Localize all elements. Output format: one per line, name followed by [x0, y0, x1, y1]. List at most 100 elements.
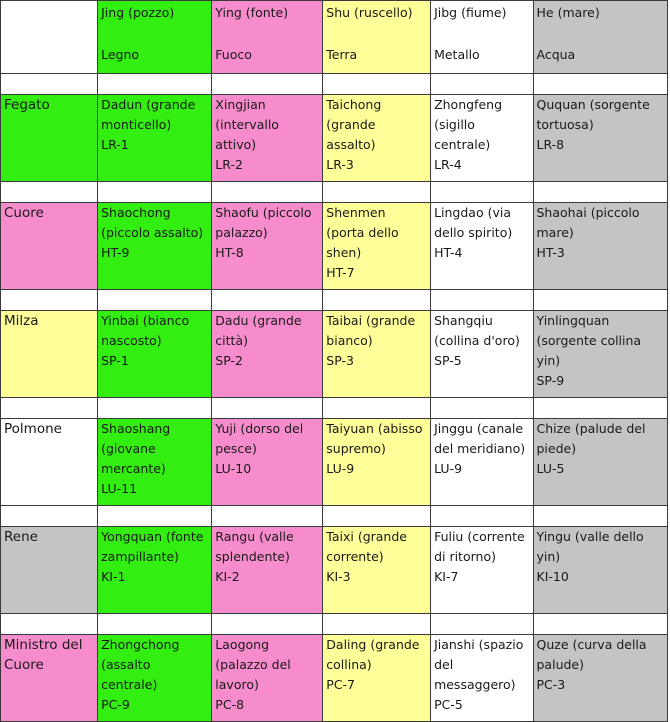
- point-code: SP-2: [215, 353, 243, 368]
- table-row-milza: Milza Yinbai (bianco nascosto) SP-1 Dadu …: [0, 310, 668, 398]
- point-cell: Shaoshang (giovane mercante) LU-11: [97, 418, 213, 506]
- point-code: LU-5: [536, 461, 565, 476]
- header-point-name: Jibg (fiume): [434, 5, 507, 20]
- point-cell: Ququan (sorgente tortuosa) LR-8: [532, 94, 668, 182]
- point-code: PC-9: [101, 697, 130, 712]
- header-cell-acqua: He (mare) Acqua: [532, 0, 668, 74]
- point-code: SP-5: [434, 353, 462, 368]
- point-cell: Dadun (grande monticello) LR-1: [97, 94, 213, 182]
- corner-cell: [0, 0, 99, 74]
- point-code: HT-3: [536, 245, 565, 260]
- point-code: SP-9: [536, 373, 565, 388]
- table-row-polmone: Polmone Shaoshang (giovane mercante) LU-1…: [0, 418, 668, 506]
- point-code: HT-7: [326, 265, 355, 280]
- point-code: KI-1: [101, 569, 126, 584]
- header-point-name: He (mare): [536, 5, 600, 20]
- point-cell: Rangu (valle splendente) KI-2: [211, 526, 324, 614]
- point-cell: Daling (grande collina) PC-7: [322, 634, 432, 722]
- point-name: Taichong (grande assalto): [326, 97, 382, 152]
- table-row-rene: Rene Yongquan (fonte zampillante) KI-1 Ra…: [0, 526, 668, 614]
- point-code: HT-4: [434, 245, 463, 260]
- point-code: HT-9: [101, 245, 130, 260]
- point-cell: Yuji (dorso del pesce) LU-10: [211, 418, 324, 506]
- point-cell: Taixi (grande corrente) KI-3: [322, 526, 432, 614]
- point-code: PC-7: [326, 677, 356, 692]
- point-cell: Yinlingquan (sorgente collina yin) SP-9: [532, 310, 668, 398]
- point-code: LR-2: [215, 157, 243, 172]
- point-cell: Shangqiu (collina d'oro) SP-5: [430, 310, 534, 398]
- organ-label: Rene: [0, 526, 99, 614]
- spacer-row: [0, 613, 668, 635]
- header-point-name: Jing (pozzo): [101, 5, 175, 20]
- point-name: Yinbai (bianco nascosto): [101, 313, 190, 348]
- header-point-name: Ying (fonte): [215, 5, 289, 20]
- header-cell-terra: Shu (ruscello) Terra: [322, 0, 432, 74]
- point-name: Yingu (valle dello yin): [536, 529, 644, 564]
- point-cell: Yongquan (fonte zampillante) KI-1: [97, 526, 213, 614]
- point-code: LU-9: [326, 461, 355, 476]
- header-element-name: Terra: [326, 47, 358, 62]
- table-row-ministro-del-cuore: Ministro del Cuore Zhongchong (assalto c…: [0, 634, 668, 722]
- point-cell: Shenmen (porta dello shen) HT-7: [322, 202, 432, 290]
- point-name: Quze (curva della palude): [536, 637, 647, 672]
- organ-label: Fegato: [0, 94, 99, 182]
- point-name: Yuji (dorso del pesce): [215, 421, 304, 456]
- point-name: Taibai (grande bianco): [326, 313, 416, 348]
- point-cell: Fuliu (corrente di ritorno) KI-7: [430, 526, 534, 614]
- point-code: SP-3: [326, 353, 354, 368]
- point-name: Laogong (palazzo del lavoro): [215, 637, 291, 692]
- point-cell: Quze (curva della palude) PC-3: [532, 634, 668, 722]
- spacer-row: [0, 289, 668, 311]
- point-cell: Shaofu (piccolo palazzo) HT-8: [211, 202, 324, 290]
- point-code: KI-3: [326, 569, 351, 584]
- header-element-name: Acqua: [536, 47, 576, 62]
- point-name: Fuliu (corrente di ritorno): [434, 529, 525, 564]
- point-name: Shaoshang (giovane mercante): [101, 421, 171, 476]
- organ-label: Ministro del Cuore: [0, 634, 99, 722]
- organ-label: Milza: [0, 310, 99, 398]
- point-code: PC-5: [434, 697, 463, 712]
- point-name: Jianshi (spazio del messaggero): [434, 637, 524, 692]
- point-name: Yinlingquan (sorgente collina yin): [536, 313, 642, 368]
- spacer-row: [0, 397, 668, 419]
- point-name: Shaofu (piccolo palazzo): [215, 205, 312, 240]
- point-code: LU-10: [215, 461, 252, 476]
- point-cell: Yinbai (bianco nascosto) SP-1: [97, 310, 213, 398]
- header-element-name: Legno: [101, 47, 140, 62]
- header-cell-legno: Jing (pozzo) Legno: [97, 0, 213, 74]
- spacer-row: [0, 505, 668, 527]
- point-cell: Xingjian (intervallo attivo) LR-2: [211, 94, 324, 182]
- point-name: Dadu (grande città): [215, 313, 302, 348]
- point-name: Rangu (valle splendente): [215, 529, 294, 564]
- point-cell: Zhongchong (assalto centrale) PC-9: [97, 634, 213, 722]
- point-code: KI-7: [434, 569, 459, 584]
- point-name: Shaohai (piccolo mare): [536, 205, 640, 240]
- point-code: SP-1: [101, 353, 129, 368]
- point-code: LU-9: [434, 461, 463, 476]
- header-element-name: Metallo: [434, 47, 480, 62]
- point-cell: Shaochong (piccolo assalto) HT-9: [97, 202, 213, 290]
- point-cell: Laogong (palazzo del lavoro) PC-8: [211, 634, 324, 722]
- point-cell: Shaohai (piccolo mare) HT-3: [532, 202, 668, 290]
- point-code: PC-3: [536, 677, 566, 692]
- point-name: Zhongchong (assalto centrale): [101, 637, 180, 692]
- header-cell-fuoco: Ying (fonte) Fuoco: [211, 0, 324, 74]
- point-cell: Taiyuan (abisso supremo) LU-9: [322, 418, 432, 506]
- point-name: Daling (grande collina): [326, 637, 420, 672]
- point-cell: Yingu (valle dello yin) KI-10: [532, 526, 668, 614]
- organ-label: Polmone: [0, 418, 99, 506]
- point-cell: Jianshi (spazio del messaggero) PC-5: [430, 634, 534, 722]
- point-name: Ququan (sorgente tortuosa): [536, 97, 650, 132]
- point-name: Yongquan (fonte zampillante): [101, 529, 204, 564]
- point-code: HT-8: [215, 245, 244, 260]
- point-code: KI-10: [536, 569, 569, 584]
- point-name: Dadun (grande monticello): [101, 97, 196, 132]
- point-name: Shaochong (piccolo assalto): [101, 205, 204, 240]
- point-name: Shenmen (porta dello shen): [326, 205, 399, 260]
- header-point-name: Shu (ruscello): [326, 5, 413, 20]
- table-row-cuore: Cuore Shaochong (piccolo assalto) HT-9 Sh…: [0, 202, 668, 290]
- point-code: PC-8: [215, 697, 245, 712]
- point-code: LR-8: [536, 137, 565, 152]
- point-code: LU-11: [101, 481, 138, 496]
